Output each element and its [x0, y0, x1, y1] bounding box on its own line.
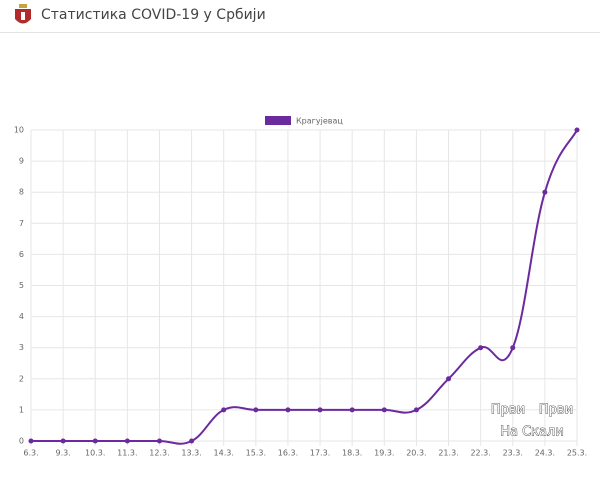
x-tick-label: 20.3. — [406, 449, 426, 458]
data-point — [156, 438, 162, 444]
y-tick-label: 5 — [19, 281, 24, 290]
header-title[interactable]: Статистика COVID-19 у Србији — [41, 7, 266, 23]
y-tick-label: 3 — [19, 343, 24, 352]
y-tick-label: 2 — [19, 374, 24, 383]
watermark-text: Први — [491, 403, 525, 418]
x-tick-label: 12.3. — [149, 449, 169, 458]
x-tick-label: 10.3. — [85, 449, 105, 458]
x-tick-label: 18.3. — [342, 449, 362, 458]
x-tick-label: 13.3. — [181, 449, 201, 458]
y-tick-label: 0 — [19, 437, 24, 446]
y-tick-label: 6 — [19, 250, 24, 259]
x-tick-label: 14.3. — [214, 449, 234, 458]
x-tick-label: 24.3. — [535, 449, 555, 458]
chart: 0 1 2 3 4 5 6 7 8 9 10 6.3. 9.3. 10.3. 11.3. 12.3. 13.3.… — [14, 116, 587, 458]
data-point — [446, 376, 452, 382]
data-point — [478, 345, 484, 351]
data-point — [92, 438, 98, 444]
data-point — [413, 407, 419, 413]
series-line — [31, 129, 578, 445]
data-point — [124, 438, 130, 444]
header: Статистика COVID-19 у Србији — [0, 0, 600, 33]
x-tick-label: 9.3. — [55, 449, 70, 458]
data-point — [285, 407, 291, 413]
watermark-text: На Скали — [500, 425, 564, 440]
emblem — [15, 4, 31, 24]
data-point — [381, 407, 387, 413]
x-tick-label: 11.3. — [117, 449, 137, 458]
y-tick-label: 10 — [14, 126, 24, 135]
data-point — [221, 407, 227, 413]
y-tick-label: 4 — [19, 312, 24, 321]
x-tick-label: 25.3. — [567, 449, 587, 458]
x-tick-label: 6.3. — [23, 449, 38, 458]
data-point — [317, 407, 323, 413]
watermark-text: Први — [539, 403, 573, 418]
x-tick-label: 23.3. — [503, 449, 523, 458]
y-tick-label: 7 — [19, 219, 24, 228]
data-point — [189, 438, 195, 444]
x-tick-label: 22.3. — [470, 449, 490, 458]
data-point — [60, 438, 66, 444]
legend-label: Крагујевац — [296, 117, 343, 126]
data-point — [253, 407, 259, 413]
data-point — [574, 127, 580, 133]
data-point — [28, 438, 34, 444]
data-point — [542, 189, 548, 195]
data-point — [349, 407, 355, 413]
y-tick-label: 1 — [19, 405, 24, 414]
y-tick-label: 8 — [19, 188, 24, 197]
x-tick-label: 19.3. — [374, 449, 394, 458]
x-tick-label: 15.3. — [246, 449, 266, 458]
legend-swatch — [265, 116, 291, 125]
y-tick-label: 9 — [19, 157, 24, 166]
x-tick-label: 21.3. — [438, 449, 458, 458]
data-point — [510, 345, 516, 351]
x-tick-label: 16.3. — [278, 449, 298, 458]
x-tick-label: 17.3. — [310, 449, 330, 458]
